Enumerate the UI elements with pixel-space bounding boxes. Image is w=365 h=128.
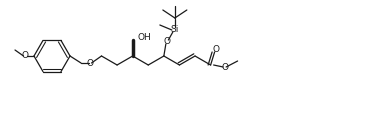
Text: OH: OH (138, 34, 151, 42)
Text: O: O (87, 58, 93, 67)
Text: O: O (164, 38, 170, 46)
Text: O: O (22, 51, 28, 61)
Text: O: O (221, 62, 228, 72)
Text: O: O (212, 45, 219, 55)
Text: Si: Si (171, 25, 179, 35)
